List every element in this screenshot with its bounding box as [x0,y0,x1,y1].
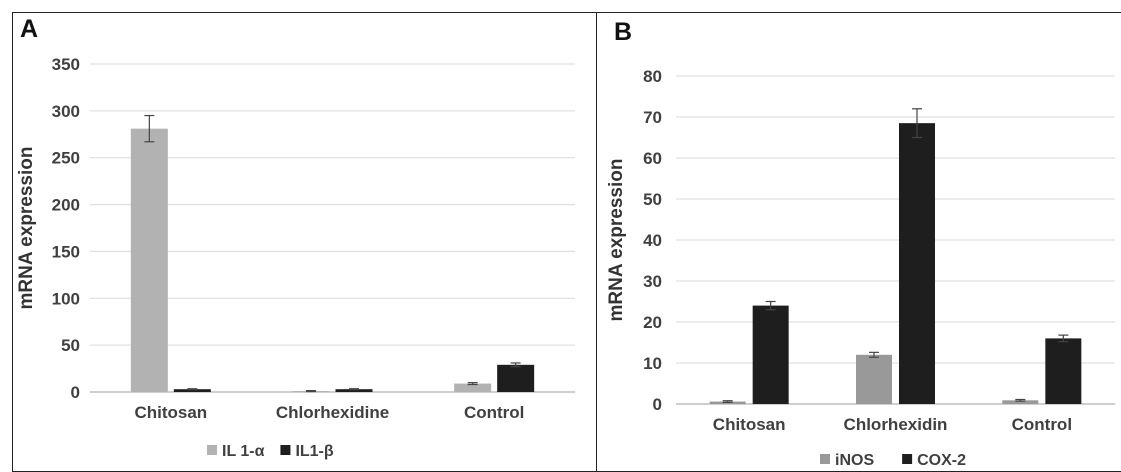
legend-swatch [207,445,217,455]
x-tick-label: Chitosan [713,415,786,434]
y-tick-label: 20 [643,313,662,332]
bar [1002,400,1039,404]
legend-swatch [902,454,913,464]
y-tick-label: 150 [52,242,80,261]
legend-swatch [820,454,830,464]
panel-label: B [614,18,632,46]
y-axis-label: mRNA expression [16,147,37,310]
legend-label: IL 1-α [222,443,265,460]
panel-label: A [20,15,38,43]
legend-label: IL1-β [295,443,333,460]
x-tick-label: Control [1012,415,1072,434]
y-tick-label: 0 [71,383,80,402]
x-tick-label: Chlorhexidine [276,403,389,422]
bar [752,305,789,404]
y-tick-label: 100 [52,289,80,308]
bar [130,128,168,393]
bar [1045,338,1082,404]
y-tick-label: 50 [643,190,662,209]
legend-label: COX-2 [917,452,966,466]
legend-swatch [280,445,291,455]
y-tick-label: 60 [643,149,662,168]
legend-label: iNOS [835,452,874,466]
y-tick-label: 200 [52,196,80,215]
y-tick-label: 250 [52,149,80,168]
bar [497,364,535,392]
x-tick-label: Control [464,403,524,422]
chart-b: B 0 10 20 30 40 50 60 70 80 mRNA expression Chitosa… [606,18,1115,466]
y-axis-label: mRNA expression [606,159,627,322]
y-tick-label: 350 [52,55,80,74]
y-tick-label: 300 [52,102,80,121]
bar [899,123,935,405]
y-tick-label: 30 [643,272,662,291]
chart-a: A 0 50 100 150 200 250 300 350 mRNA expression Chi… [16,15,575,460]
y-tick-label: 80 [643,67,662,86]
y-tick-label: 40 [643,231,662,250]
y-tick-label: 70 [643,108,662,127]
y-tick-label: 10 [643,354,662,373]
bar [454,383,492,392]
x-tick-label: Chlorhexidin [844,415,948,434]
bar [335,389,373,392]
y-tick-label: 0 [653,395,662,414]
bar [173,389,211,392]
y-tick-label: 50 [61,336,80,355]
x-tick-label: Chitosan [134,403,207,422]
bar [856,354,892,404]
